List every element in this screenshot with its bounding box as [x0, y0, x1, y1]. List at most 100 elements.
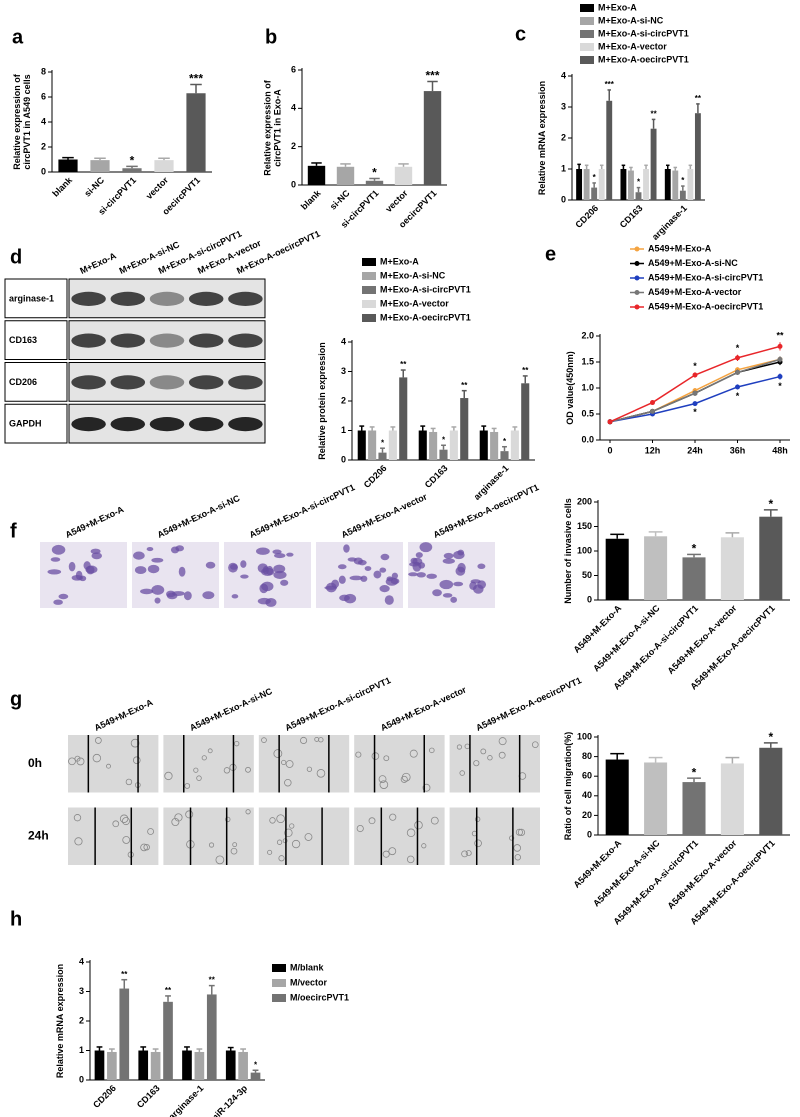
bar: [643, 169, 649, 200]
column-label: A549+M-Exo-A-vector: [379, 684, 468, 733]
bar: [682, 557, 706, 600]
legend-swatch: [362, 286, 376, 294]
cell: [378, 775, 387, 783]
cell: [272, 549, 282, 555]
legend-label: M+Exo-A-oecircPVT1: [598, 54, 689, 64]
legend-label: M/oecircPVT1: [290, 992, 349, 1002]
bar: [644, 536, 668, 600]
cell: [147, 828, 155, 835]
blot-band: [228, 291, 263, 306]
cell: [201, 755, 207, 761]
blot-label-box: [4, 278, 68, 319]
legend-swatch: [580, 17, 594, 25]
significance: **: [209, 976, 216, 985]
lane-label: M+Exo-A: [78, 250, 118, 276]
cell: [122, 836, 131, 844]
blot-band: [149, 333, 185, 348]
cell: [289, 823, 295, 829]
bar: [583, 169, 590, 200]
x-tick-label: arginase-1: [650, 203, 689, 242]
column-label: A549+M-Exo-A-vector: [340, 491, 429, 540]
bar: [163, 1001, 173, 1080]
bar: [150, 1051, 161, 1080]
column-label: A549+M-Exo-A-si-NC: [188, 686, 274, 733]
y-tick-label: 8: [41, 66, 46, 76]
bar: [307, 165, 326, 185]
bar: [620, 169, 627, 200]
column-label: A549+M-Exo-A: [64, 504, 126, 540]
cell: [465, 850, 472, 857]
column-label: A549+M-Exo-A-si-NC: [156, 493, 242, 540]
cell: [276, 839, 283, 845]
significance: ***: [189, 72, 203, 86]
legend-label: M/blank: [290, 962, 324, 972]
cell: [273, 570, 287, 579]
y-tick-label: 0: [561, 194, 566, 204]
row-label: CD163: [9, 335, 37, 345]
bar: [650, 128, 657, 200]
cell: [371, 752, 380, 760]
cell: [450, 596, 458, 603]
blot-band: [149, 417, 185, 432]
y-axis-label: Relative expression of circPVT1 in A549 …: [12, 74, 32, 170]
y-tick-label: 2: [79, 1015, 84, 1025]
bar: [388, 430, 397, 460]
cell: [276, 814, 286, 824]
bar: [644, 762, 668, 835]
cell: [178, 566, 186, 577]
legend-swatch: [580, 43, 594, 51]
y-tick-label: 4: [561, 70, 566, 80]
significance: *: [130, 154, 135, 168]
point: [692, 390, 698, 396]
bar: [635, 192, 642, 200]
cell: [356, 824, 364, 833]
significance: **: [165, 986, 172, 995]
significance: *: [736, 391, 740, 401]
y-axis-label: Relative expression of circPVT1 in Exo-A: [262, 79, 282, 176]
y-tick-label: 0: [291, 179, 296, 189]
cell: [92, 753, 102, 763]
bar: [365, 180, 384, 185]
point: [735, 355, 740, 361]
cell: [58, 593, 69, 600]
bar: [107, 1051, 117, 1080]
cell: [273, 564, 286, 574]
cell: [91, 552, 102, 560]
cell: [94, 737, 102, 744]
cell: [469, 581, 477, 590]
significance: *: [778, 381, 782, 391]
y-tick-label: 0.0: [581, 434, 594, 444]
legend-label: M+Exo-A-vector: [598, 41, 667, 51]
point: [777, 343, 783, 349]
bar: [521, 383, 530, 460]
bar: [186, 93, 206, 172]
cell: [383, 755, 390, 762]
x-tick-label: A549+M-Exo-A-si-NC: [591, 603, 662, 674]
cell: [171, 591, 185, 596]
cell: [517, 828, 526, 837]
significance: *: [768, 730, 773, 744]
cell: [245, 766, 251, 773]
y-axis-label: Relative mRNA expression: [55, 963, 65, 1079]
micrograph: [68, 807, 159, 865]
significance: *: [692, 765, 697, 779]
x-tick-label: CD163: [618, 203, 645, 230]
column-label: A549+M-Exo-A-si-circPVT1: [284, 675, 393, 733]
cell: [364, 566, 372, 571]
cell: [269, 817, 276, 824]
cell: [360, 575, 368, 582]
cell: [261, 581, 274, 592]
legend-label: A549+M-Exo-A-oecircPVT1: [648, 301, 763, 311]
point: [650, 408, 655, 414]
blot-band: [71, 333, 106, 348]
bar: [679, 190, 686, 200]
cell: [509, 835, 515, 841]
significance: *: [693, 361, 697, 371]
bar: [394, 166, 413, 185]
bar: [510, 430, 519, 460]
cell: [461, 850, 469, 858]
bar: [605, 538, 629, 600]
cell: [74, 837, 83, 846]
cell: [456, 744, 463, 750]
cell: [477, 580, 487, 589]
